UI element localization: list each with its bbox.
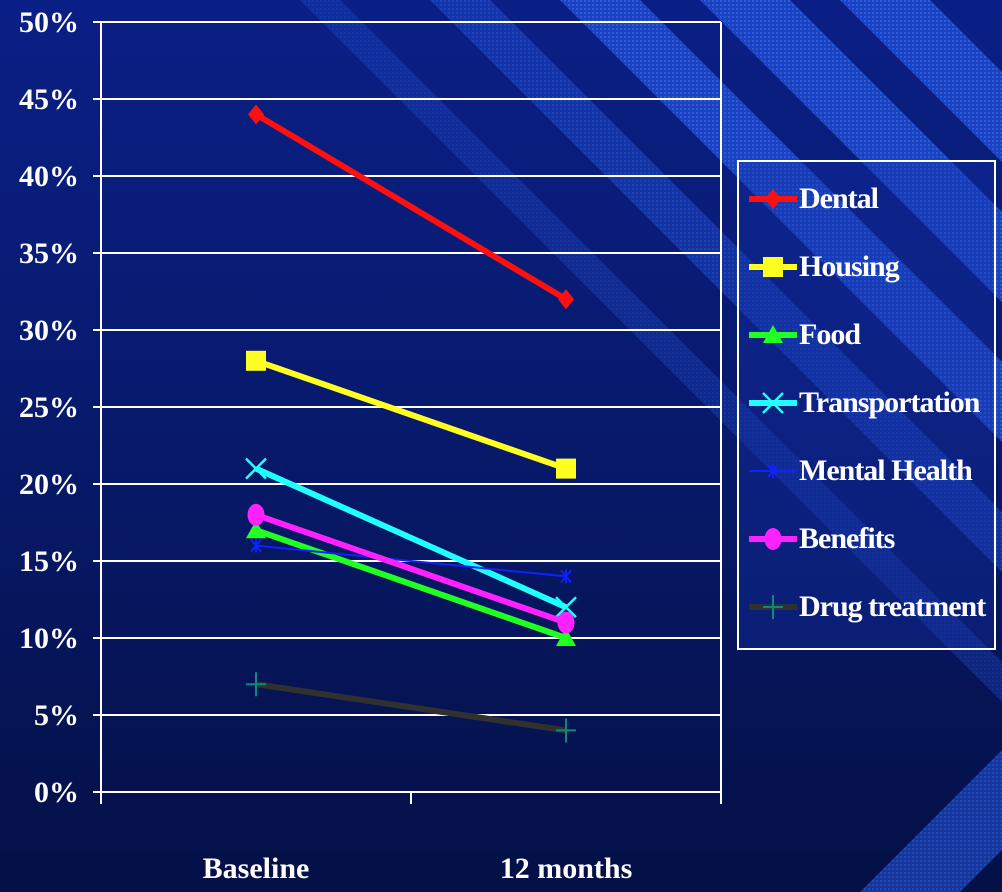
legend-swatch [749,392,797,414]
y-tick-label: 45% [19,83,79,116]
axes [93,21,722,804]
legend-swatch [749,464,797,478]
x-category-labels: Baseline 12 months [203,852,633,885]
series-mental-health [250,538,572,584]
data-point [246,520,266,539]
y-tick-label: 50% [19,6,79,39]
legend-swatch [749,189,797,209]
legend-item: Benefits [739,510,998,568]
data-point [250,538,262,553]
data-point [763,325,783,343]
series-line [255,681,567,734]
y-tick-labels: 0% 5% 10% 15% 20% 25% 30% 35% 40% 45% 50% [19,6,79,809]
y-tick-label: 5% [34,699,79,732]
data-point [248,104,264,125]
series-dental [248,104,574,310]
legend-label: Mental Health [799,454,973,487]
y-tick-label: 40% [19,160,79,193]
data-point [247,503,265,526]
data-point [763,257,783,277]
legend-swatch [749,595,797,619]
data-point [767,464,779,478]
legend-swatch [749,528,797,550]
y-tick-label: 35% [19,237,79,270]
series-line [255,357,567,472]
data-point [556,628,576,646]
data-point [765,189,781,209]
gridlines [101,21,721,716]
series-lines [245,104,577,743]
series-housing [246,350,576,479]
legend-label: Food [799,318,861,351]
legend-label: Transportation [799,386,980,419]
y-tick-label: 10% [19,622,79,655]
legend-item: Transportation [739,374,998,432]
series-line [255,511,567,626]
legend-label: Dental [799,182,879,215]
data-point [246,350,266,371]
x-category-label: Baseline [203,852,310,885]
legend-swatch [749,325,797,343]
data-point [762,392,784,414]
series-benefits [247,503,575,634]
series-drug-treatment [246,672,576,743]
y-tick-label: 0% [34,776,79,809]
y-tick-label: 25% [19,391,79,424]
legend-item: Food [739,306,998,364]
legend-label: Benefits [799,522,895,555]
data-point [556,718,576,743]
legend-item: Housing [739,238,998,296]
data-point [246,672,266,697]
data-point [560,569,572,584]
data-point [245,457,267,480]
data-point [555,596,577,619]
series-line [254,465,568,610]
legend-item: Drug treatment [739,578,998,636]
legend-label: Housing [799,250,900,283]
series-food [246,520,576,646]
series-line [255,544,567,578]
data-point [557,611,575,634]
y-tick-label: 30% [19,314,79,347]
x-category-label: 12 months [500,852,633,885]
legend-item: Mental Health [739,442,998,500]
data-point [764,528,782,550]
y-tick-label: 15% [19,545,79,578]
data-point [763,595,783,619]
y-tick-label: 20% [19,468,79,501]
legend-item: Dental [739,170,998,228]
legend-label: Drug treatment [799,590,986,623]
legend: Dental Housing Food Transportation Mental He… [737,160,996,650]
legend-swatch [749,257,797,277]
series-transportation [245,457,577,619]
data-point [558,289,574,310]
series-line [255,527,567,641]
data-point [556,458,576,479]
series-line [254,111,568,302]
